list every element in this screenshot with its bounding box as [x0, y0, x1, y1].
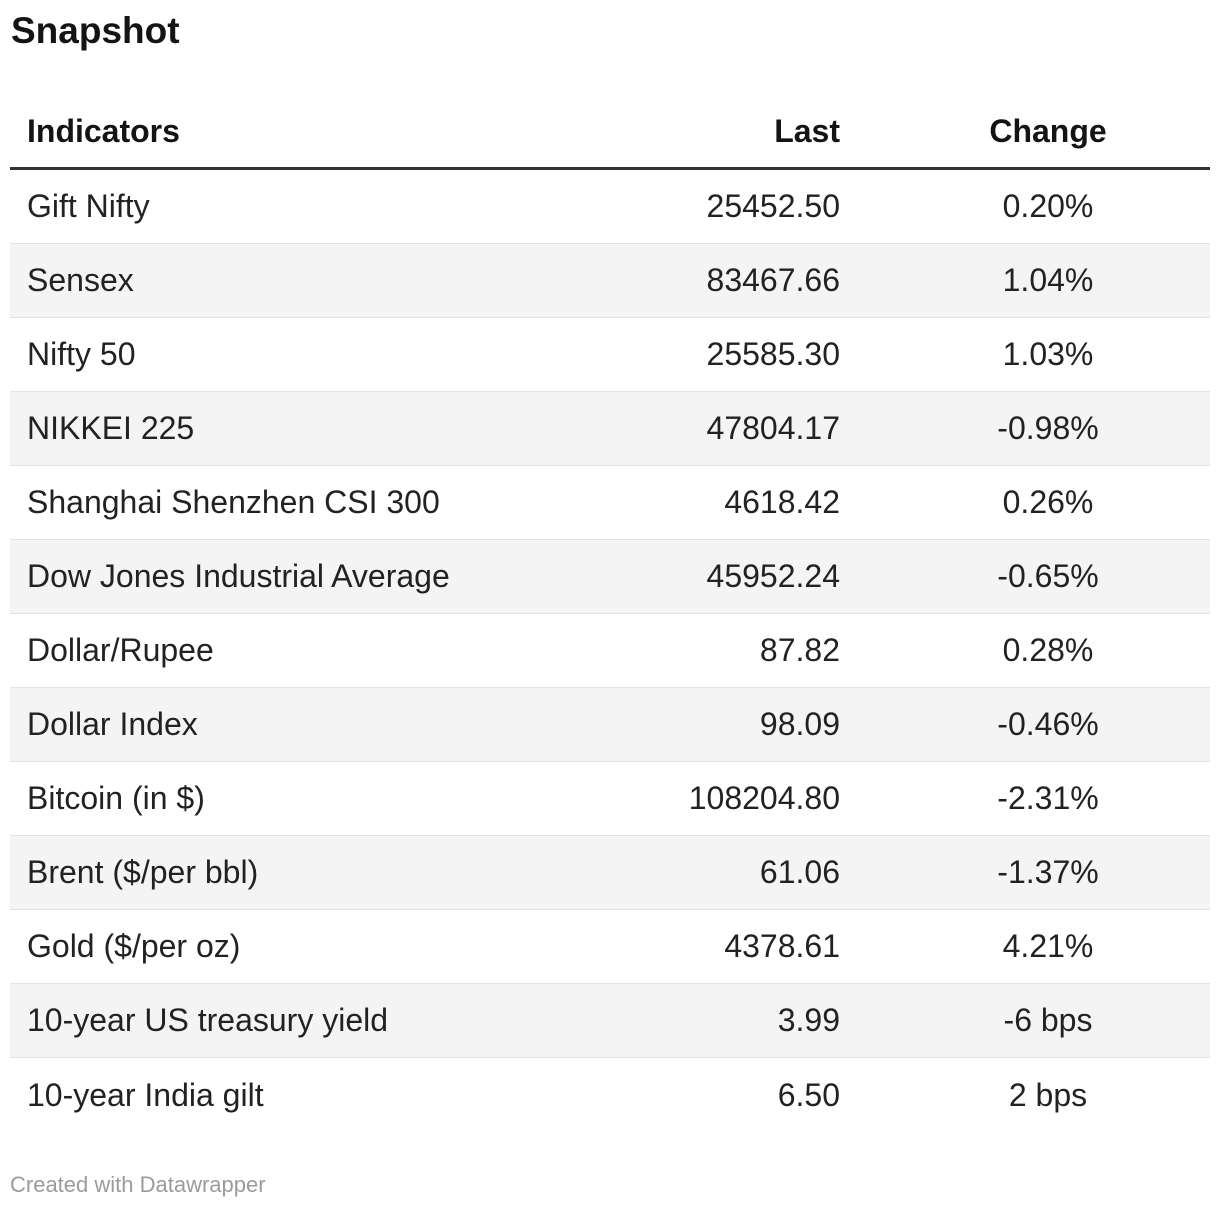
table-row: 10-year US treasury yield 3.99 -6 bps [10, 984, 1210, 1058]
table-row: 10-year India gilt 6.50 2 bps [10, 1058, 1210, 1132]
last-value-cell: 4378.61 [724, 928, 840, 964]
last-value-cell: 61.06 [759, 854, 840, 890]
column-header-indicators: Indicators [27, 113, 180, 149]
table-row: Dollar Index 98.09 -0.46% [10, 688, 1210, 762]
change-value-cell: -2.31% [997, 780, 1099, 816]
column-header-last: Last [774, 113, 840, 149]
change-value-cell: 1.03% [1002, 336, 1094, 372]
indicator-cell: Dow Jones Industrial Average [27, 558, 450, 594]
table-row: Gift Nifty 25452.50 0.20% [10, 170, 1210, 244]
indicator-cell: Brent ($/per bbl) [27, 854, 259, 890]
last-value-cell: 87.82 [759, 632, 840, 668]
last-value-cell: 98.09 [759, 706, 840, 742]
last-value-cell: 25585.30 [706, 336, 840, 372]
table-row: Gold ($/per oz) 4378.61 4.21% [10, 910, 1210, 984]
last-value-cell: 45952.24 [706, 558, 840, 594]
indicator-cell: Dollar Index [27, 706, 198, 742]
indicator-cell: 10-year India gilt [27, 1076, 264, 1113]
change-value-cell: -6 bps [1003, 1002, 1093, 1038]
page-title: Snapshot [11, 10, 180, 51]
change-value-cell: 0.28% [1002, 632, 1094, 668]
indicator-cell: Bitcoin (in $) [27, 780, 205, 816]
table-row: Dow Jones Industrial Average 45952.24 -0… [10, 540, 1210, 614]
change-value-cell: 0.26% [1002, 484, 1094, 520]
last-value-cell: 25452.50 [706, 188, 840, 224]
last-value-cell: 108204.80 [688, 780, 840, 816]
table-row: Bitcoin (in $) 108204.80 -2.31% [10, 762, 1210, 836]
column-header-change: Change [989, 113, 1107, 149]
last-value-cell: 4618.42 [724, 484, 840, 520]
change-value-cell: -0.98% [997, 410, 1099, 446]
table-row: Nifty 50 25585.30 1.03% [10, 318, 1210, 392]
change-value-cell: 2 bps [1008, 1076, 1088, 1113]
table-row: Dollar/Rupee 87.82 0.28% [10, 614, 1210, 688]
change-value-cell: -0.46% [997, 706, 1099, 742]
table-body: Gift Nifty 25452.50 0.20% Sensex 83467.6… [10, 170, 1210, 1132]
change-value-cell: 1.04% [1002, 262, 1094, 298]
table-row: NIKKEI 225 47804.17 -0.98% [10, 392, 1210, 466]
last-value-cell: 3.99 [777, 1002, 840, 1038]
change-value-cell: 0.20% [1002, 188, 1094, 224]
indicator-cell: Gift Nifty [27, 188, 150, 224]
table-header-row: Indicators Last Change [10, 96, 1210, 170]
attribution-text: Created with Datawrapper [10, 1172, 266, 1197]
table-row: Brent ($/per bbl) 61.06 -1.37% [10, 836, 1210, 910]
indicator-cell: 10-year US treasury yield [27, 1002, 389, 1038]
table-row: Sensex 83467.66 1.04% [10, 244, 1210, 318]
change-value-cell: 4.21% [1002, 928, 1094, 964]
indicator-cell: Gold ($/per oz) [27, 928, 241, 964]
indicator-cell: Dollar/Rupee [27, 632, 214, 668]
indicator-cell: NIKKEI 225 [27, 410, 195, 446]
last-value-cell: 6.50 [777, 1076, 840, 1113]
indicator-cell: Shanghai Shenzhen CSI 300 [27, 484, 440, 520]
indicator-cell: Nifty 50 [27, 336, 136, 372]
change-value-cell: -0.65% [997, 558, 1099, 594]
table-row: Shanghai Shenzhen CSI 300 4618.42 0.26% [10, 466, 1210, 540]
last-value-cell: 83467.66 [706, 262, 840, 298]
change-value-cell: -1.37% [997, 854, 1099, 890]
indicators-table: Indicators Last Change Gift Nifty 25452.… [10, 96, 1210, 1132]
last-value-cell: 47804.17 [706, 410, 840, 446]
indicator-cell: Sensex [27, 262, 134, 298]
